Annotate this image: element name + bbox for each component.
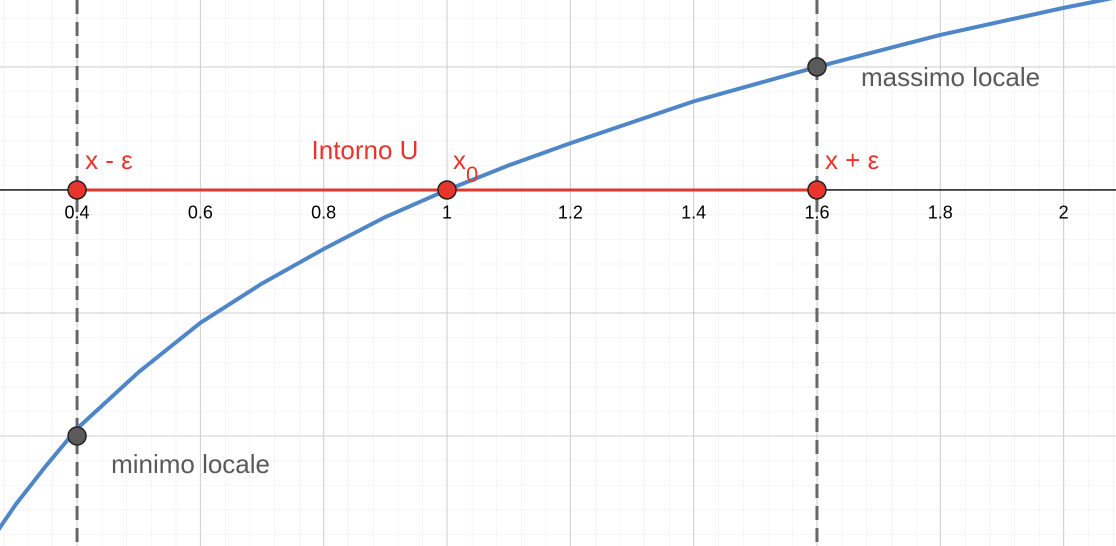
- point-label-text: x: [453, 145, 466, 175]
- point-label: x + ε: [825, 145, 880, 175]
- point: [437, 180, 457, 200]
- x-tick-label: 0.8: [311, 203, 336, 223]
- point: [67, 180, 87, 200]
- x-tick-label: 1: [442, 203, 452, 223]
- point-label-text: massimo locale: [861, 62, 1040, 92]
- point: [67, 426, 87, 446]
- curve: [0, 0, 1114, 532]
- x-tick-label: 0.6: [188, 203, 213, 223]
- point-label: massimo locale: [861, 62, 1040, 92]
- point-label-text: minimo locale: [111, 449, 270, 479]
- point-label-text: x + ε: [825, 145, 880, 175]
- point-label: minimo locale: [111, 449, 270, 479]
- point-label-text: x - ε: [85, 145, 133, 175]
- x-tick-label: 1.2: [558, 203, 583, 223]
- point: [807, 180, 827, 200]
- point-label: x0: [453, 145, 478, 187]
- x-tick-label: 1.4: [681, 203, 706, 223]
- point-label: x - ε: [85, 145, 133, 175]
- x-tick-label: 2: [1059, 203, 1069, 223]
- point: [807, 57, 827, 77]
- x-tick-label: 0.4: [65, 203, 90, 223]
- x-tick-label: 1.8: [928, 203, 953, 223]
- interval-label: Intorno U: [312, 135, 419, 165]
- x-tick-label: 1.6: [804, 203, 829, 223]
- point-label-subscript: 0: [466, 162, 478, 187]
